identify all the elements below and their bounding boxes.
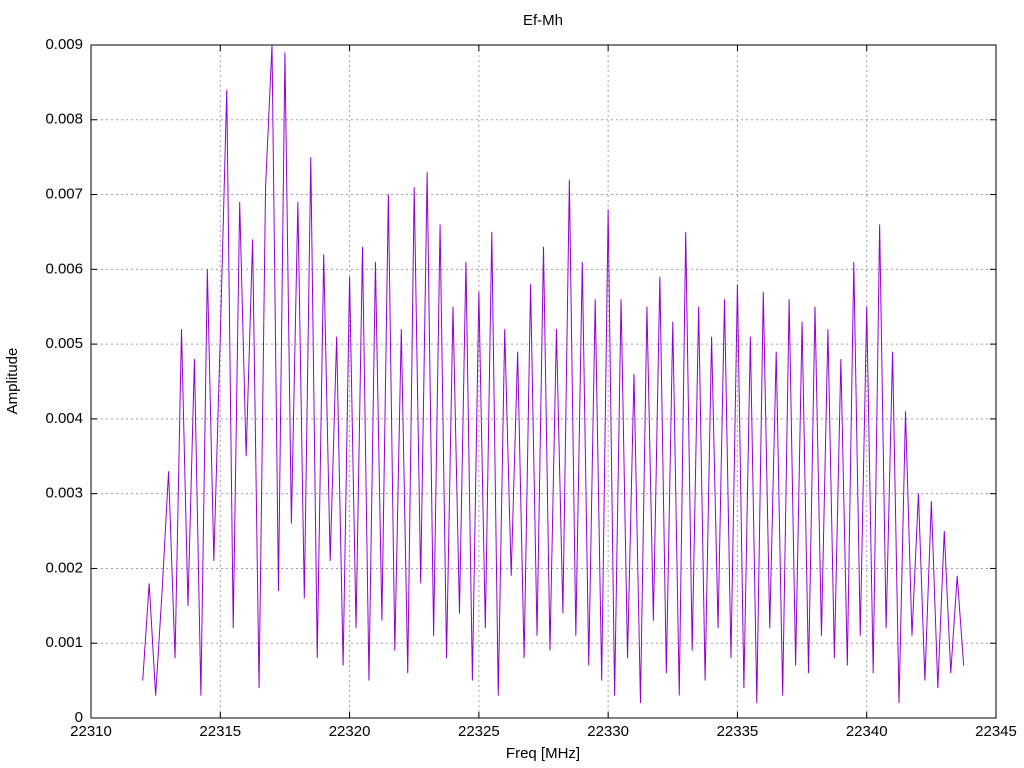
y-tick-label: 0.003 bbox=[45, 485, 83, 502]
y-tick-label: 0.006 bbox=[45, 260, 83, 277]
x-tick-label: 22320 bbox=[329, 723, 371, 740]
y-tick-label: 0 bbox=[75, 709, 83, 726]
y-axis-label: Amplitude bbox=[4, 348, 21, 415]
x-axis-label: Freq [MHz] bbox=[506, 745, 580, 762]
plot-frame bbox=[90, 44, 997, 719]
y-tick-label: 0.009 bbox=[45, 36, 83, 53]
chart-title: Ef-Mh bbox=[523, 12, 563, 29]
y-tick-label: 0.002 bbox=[45, 559, 83, 576]
y-tick-label: 0.005 bbox=[45, 335, 83, 352]
y-tick-label: 0.001 bbox=[45, 634, 83, 651]
x-tick-label: 22315 bbox=[199, 723, 241, 740]
y-tick-label: 0.007 bbox=[45, 186, 83, 203]
data-line bbox=[142, 44, 965, 704]
x-tick-label: 22345 bbox=[975, 723, 1017, 740]
y-tick-label: 0.004 bbox=[45, 410, 83, 427]
x-tick-label: 22335 bbox=[717, 723, 759, 740]
x-tick-label: 22340 bbox=[846, 723, 888, 740]
x-tick-label: 22330 bbox=[587, 723, 629, 740]
y-tick-label: 0.008 bbox=[45, 111, 83, 128]
x-tick-label: 22325 bbox=[458, 723, 500, 740]
x-tick-label: 22310 bbox=[70, 723, 112, 740]
